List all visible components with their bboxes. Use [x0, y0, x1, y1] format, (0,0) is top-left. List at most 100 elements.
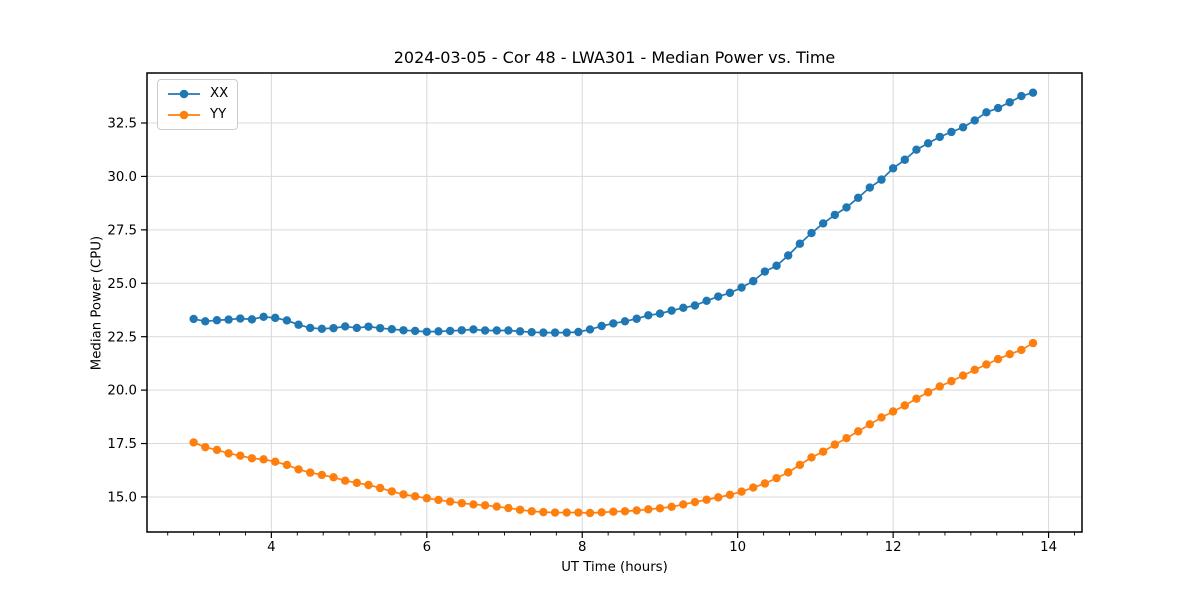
data-point-xx	[1017, 91, 1026, 101]
data-point-xx	[923, 139, 933, 148]
data-point-xx	[306, 323, 315, 333]
data-point-yy	[562, 508, 571, 517]
y-tick-label: 20.0	[107, 384, 137, 399]
data-point-yy	[900, 401, 909, 410]
y-tick-label: 30.0	[107, 170, 137, 185]
data-point-yy	[818, 447, 828, 456]
y-tick-label: 15.0	[107, 491, 137, 506]
data-point-yy	[201, 442, 210, 452]
data-point-xx	[644, 311, 653, 320]
data-point-xx	[655, 309, 665, 318]
data-point-xx	[749, 276, 758, 286]
x-tick-label: 14	[1040, 540, 1057, 555]
data-point-yy	[597, 508, 606, 517]
data-point-yy	[527, 507, 536, 516]
data-point-xx	[375, 323, 385, 333]
data-point-yy	[247, 454, 257, 463]
data-point-xx	[434, 327, 443, 336]
data-point-xx	[201, 317, 210, 326]
data-point-yy	[317, 470, 327, 480]
data-point-xx	[410, 326, 420, 336]
data-point-yy	[865, 420, 875, 429]
data-point-yy	[888, 407, 898, 416]
data-point-yy	[387, 487, 397, 496]
data-point-xx	[399, 326, 408, 335]
data-point-yy	[445, 497, 455, 506]
data-point-yy	[737, 487, 746, 496]
data-point-xx	[667, 306, 676, 315]
x-tick-label: 12	[885, 540, 902, 555]
data-point-xx	[422, 327, 432, 336]
data-point-xx	[294, 320, 303, 329]
data-point-yy	[923, 388, 933, 397]
data-point-xx	[725, 288, 735, 298]
data-point-yy	[853, 427, 863, 436]
data-point-yy	[702, 495, 711, 504]
data-point-yy	[993, 354, 1003, 364]
data-point-yy	[620, 507, 630, 516]
data-point-yy	[807, 453, 816, 462]
data-point-yy	[364, 480, 373, 490]
data-point-yy	[877, 413, 886, 422]
data-point-xx	[271, 313, 280, 323]
data-point-yy	[632, 506, 641, 515]
data-point-xx	[877, 175, 886, 184]
data-point-xx	[865, 183, 875, 192]
data-point-yy	[294, 465, 303, 474]
data-point-yy	[947, 376, 956, 386]
data-point-yy	[842, 433, 851, 443]
data-point-yy	[1005, 350, 1014, 359]
data-point-xx	[282, 316, 292, 325]
data-point-yy	[422, 494, 432, 503]
data-point-yy	[457, 498, 466, 508]
data-point-yy	[352, 478, 362, 488]
data-point-xx	[189, 314, 198, 324]
data-point-xx	[259, 312, 268, 322]
data-point-xx	[504, 326, 513, 335]
data-point-xx	[795, 239, 805, 248]
data-point-xx	[679, 303, 688, 313]
data-point-yy	[189, 438, 198, 447]
legend-label-yy: YY	[210, 106, 227, 122]
data-point-xx	[842, 203, 851, 212]
data-point-yy	[679, 500, 688, 509]
axes-frame	[146, 72, 1083, 533]
data-point-xx	[574, 327, 583, 337]
data-point-yy	[515, 505, 525, 514]
y-axis-label: Median Power (CPU)	[89, 235, 105, 371]
data-point-xx	[329, 323, 338, 333]
data-point-yy	[492, 502, 501, 511]
y-tick-label: 27.5	[107, 223, 137, 238]
data-point-xx	[515, 327, 525, 336]
data-point-yy	[958, 371, 968, 380]
data-point-xx	[784, 251, 793, 260]
x-tick-label: 8	[578, 540, 586, 555]
data-point-yy	[644, 505, 653, 514]
data-point-yy	[609, 507, 618, 516]
data-point-xx	[317, 324, 327, 333]
y-tick-label: 25.0	[107, 277, 137, 292]
data-point-yy	[655, 504, 665, 513]
data-point-xx	[888, 164, 898, 173]
data-point-xx	[958, 123, 968, 132]
data-point-yy	[469, 500, 478, 509]
legend-item-yy: YY	[166, 105, 228, 124]
data-point-xx	[236, 314, 245, 323]
data-point-xx	[445, 326, 455, 336]
data-point-yy	[434, 495, 443, 505]
data-point-xx	[830, 210, 840, 220]
data-point-yy	[912, 394, 921, 403]
data-point-yy	[1028, 338, 1038, 348]
data-point-xx	[714, 292, 723, 301]
y-tick-label: 17.5	[107, 437, 137, 452]
data-point-yy	[329, 473, 338, 482]
legend: XX YY	[157, 79, 239, 130]
data-point-xx	[690, 301, 700, 310]
line-marker-icon	[168, 110, 200, 119]
data-point-yy	[574, 508, 583, 517]
data-point-yy	[970, 365, 979, 375]
data-point-yy	[282, 460, 292, 470]
data-point-yy	[504, 503, 513, 513]
data-point-xx	[702, 296, 711, 305]
